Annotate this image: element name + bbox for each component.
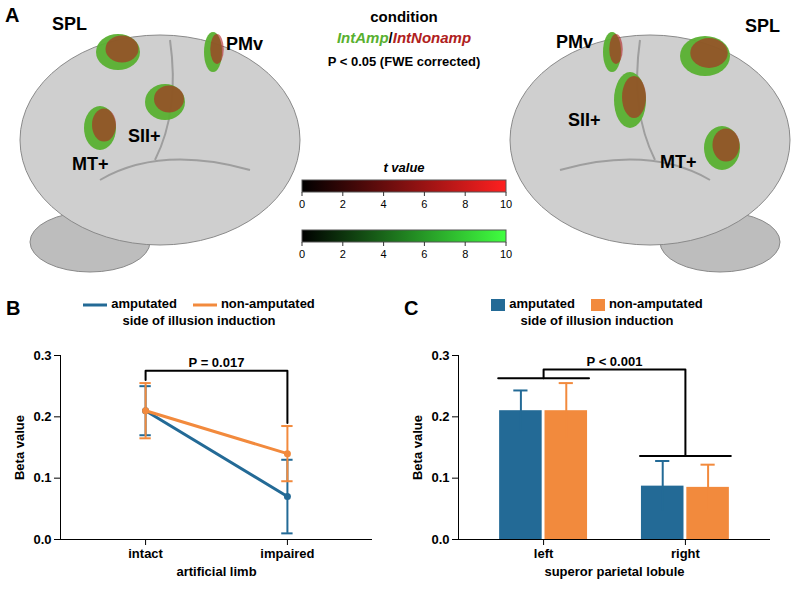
html-text:B: B — [6, 297, 21, 319]
svg-text:P = 0.017: P = 0.017 — [189, 355, 245, 370]
svg-text:0.1: 0.1 — [431, 470, 449, 485]
svg-text:0.0: 0.0 — [431, 532, 449, 547]
svg-text:MT+: MT+ — [72, 154, 109, 174]
svg-text:IntAmp/IntNonamp: IntAmp/IntNonamp — [337, 29, 471, 46]
svg-text:right: right — [671, 546, 701, 561]
svg-text:8: 8 — [462, 248, 468, 260]
svg-text:P < 0.001: P < 0.001 — [587, 354, 643, 369]
svg-text:0.2: 0.2 — [33, 409, 51, 424]
html-text:amputated: amputated — [111, 296, 177, 311]
svg-text:superor parietal lobule: superor parietal lobule — [544, 564, 684, 579]
svg-text:impaired: impaired — [260, 546, 314, 561]
svg-text:SPL: SPL — [745, 16, 780, 36]
svg-text:PMv: PMv — [226, 34, 263, 54]
svg-text:0: 0 — [299, 198, 305, 210]
svg-text:2: 2 — [340, 198, 346, 210]
svg-text:6: 6 — [421, 198, 427, 210]
svg-text:4: 4 — [381, 248, 387, 260]
svg-text:0.3: 0.3 — [431, 348, 449, 363]
html-text:C: C — [404, 297, 419, 319]
svg-text:0: 0 — [299, 248, 305, 260]
svg-text:10: 10 — [500, 248, 512, 260]
svg-text:4: 4 — [381, 198, 387, 210]
svg-text:Beta value: Beta value — [12, 415, 27, 480]
svg-text:intact: intact — [128, 546, 163, 561]
svg-text:Beta value: Beta value — [410, 415, 425, 480]
html-text:non-amputated: non-amputated — [608, 296, 703, 311]
svg-text:artificial limb: artificial limb — [176, 564, 256, 579]
svg-text:0.0: 0.0 — [33, 532, 51, 547]
svg-text:8: 8 — [462, 198, 468, 210]
svg-text:6: 6 — [421, 248, 427, 260]
svg-text:0.3: 0.3 — [33, 348, 51, 363]
svg-text:A: A — [5, 4, 19, 26]
svg-text:SII+: SII+ — [128, 126, 161, 146]
svg-text:2: 2 — [340, 248, 346, 260]
svg-text:P < 0.05 (FWE corrected): P < 0.05 (FWE corrected) — [328, 54, 481, 69]
svg-text:SPL: SPL — [52, 14, 87, 34]
svg-text:t value: t value — [383, 160, 424, 175]
svg-text:10: 10 — [500, 198, 512, 210]
html-text:side of illusion induction: side of illusion induction — [520, 313, 674, 328]
svg-text:PMv: PMv — [556, 32, 593, 52]
svg-text:0.1: 0.1 — [33, 470, 51, 485]
svg-text:0.2: 0.2 — [431, 409, 449, 424]
svg-text:left: left — [534, 546, 554, 561]
html-text:side of illusion induction: side of illusion induction — [122, 313, 276, 328]
svg-text:condition: condition — [370, 8, 438, 25]
html-text:amputated: amputated — [509, 296, 575, 311]
svg-text:MT+: MT+ — [660, 152, 697, 172]
svg-text:SII+: SII+ — [568, 110, 601, 130]
html-text:non-amputated: non-amputated — [220, 296, 315, 311]
